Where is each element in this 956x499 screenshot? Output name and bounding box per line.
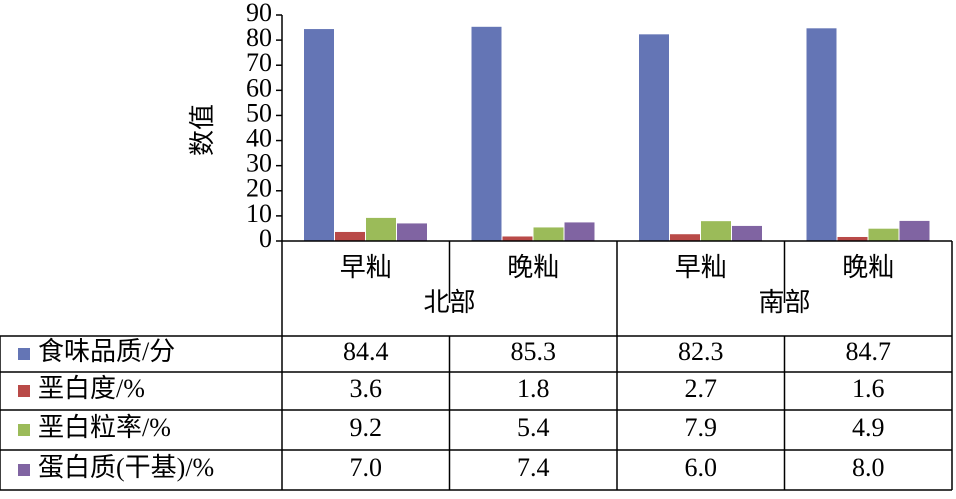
table-cell: 2.7 bbox=[685, 374, 718, 403]
y-tick-label: 10 bbox=[246, 199, 272, 228]
x-tick-label: 晚籼 bbox=[842, 253, 894, 282]
table-cell: 84.4 bbox=[343, 337, 389, 366]
legend-label: 垩白粒率/% bbox=[38, 413, 171, 442]
y-tick-label: 70 bbox=[246, 48, 272, 77]
bar bbox=[639, 34, 669, 241]
table-cell: 9.2 bbox=[350, 413, 383, 442]
y-tick-label: 90 bbox=[246, 0, 272, 27]
y-tick-label: 0 bbox=[259, 224, 272, 253]
table-cell: 8.0 bbox=[852, 453, 885, 482]
bar bbox=[868, 228, 899, 241]
y-tick-label: 30 bbox=[246, 149, 272, 178]
x-tick-label: 早籼 bbox=[675, 253, 727, 282]
legend-label: 垩白度/% bbox=[38, 374, 145, 403]
table-cell: 82.3 bbox=[678, 337, 724, 366]
table-cell: 6.0 bbox=[685, 453, 718, 482]
table-cell: 7.9 bbox=[685, 413, 718, 442]
x-tick-label: 晚籼 bbox=[507, 253, 559, 282]
bar bbox=[837, 236, 868, 241]
bar bbox=[806, 28, 837, 242]
y-tick-label: 60 bbox=[246, 73, 272, 102]
table-cell: 7.0 bbox=[350, 453, 383, 482]
x-tick-label: 早籼 bbox=[340, 253, 392, 282]
legend-label: 食味品质/分 bbox=[38, 337, 175, 366]
legend-swatch bbox=[18, 424, 30, 436]
table-cell: 5.4 bbox=[517, 413, 550, 442]
bar bbox=[335, 231, 365, 241]
table-cell: 4.9 bbox=[852, 413, 885, 442]
bar bbox=[564, 222, 595, 241]
table-cell: 85.3 bbox=[511, 337, 557, 366]
table-cell: 7.4 bbox=[517, 453, 550, 482]
bar bbox=[533, 227, 564, 241]
bar bbox=[502, 236, 533, 241]
legend-swatch bbox=[18, 348, 30, 360]
bar bbox=[304, 29, 334, 241]
table-cell: 1.8 bbox=[517, 374, 550, 403]
y-tick-label: 20 bbox=[246, 174, 272, 203]
y-tick-label: 40 bbox=[246, 124, 272, 153]
bar bbox=[899, 220, 930, 241]
table-cell: 84.7 bbox=[846, 337, 892, 366]
bar bbox=[471, 26, 502, 242]
y-axis-label: 数值 bbox=[188, 104, 217, 156]
table-cell: 3.6 bbox=[350, 374, 383, 403]
bar bbox=[397, 223, 427, 241]
legend-label: 蛋白质(干基)/% bbox=[38, 453, 214, 482]
legend-swatch bbox=[18, 464, 30, 476]
bar bbox=[670, 234, 700, 241]
y-tick-label: 80 bbox=[246, 23, 272, 52]
y-tick-label: 50 bbox=[246, 98, 272, 127]
table-cell: 1.6 bbox=[852, 374, 885, 403]
bar bbox=[701, 221, 731, 241]
legend-swatch bbox=[18, 385, 30, 397]
bar bbox=[366, 217, 396, 241]
bar bbox=[732, 225, 762, 241]
